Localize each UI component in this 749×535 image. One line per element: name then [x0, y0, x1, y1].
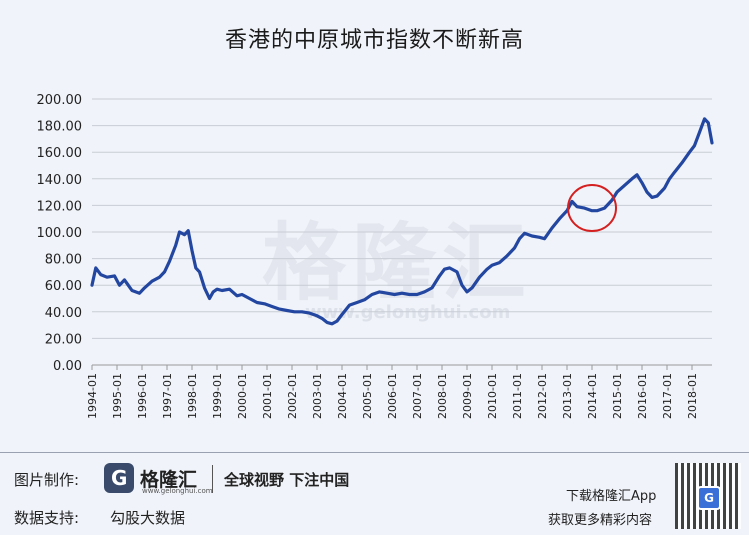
y-tick-label: 60.00 — [45, 279, 82, 294]
annotation-circle — [567, 184, 617, 233]
brand-g-icon: G — [104, 463, 134, 493]
download-app-text: 下载格隆汇App — [566, 489, 657, 504]
y-tick-label: 0.00 — [53, 359, 82, 374]
chart-title: 香港的中原城市指数不断新高 — [224, 28, 524, 53]
y-tick-label: 20.00 — [45, 332, 82, 347]
x-tick-label: 2016-01 — [636, 373, 649, 419]
annotations — [567, 184, 617, 233]
x-tick-label: 2001-01 — [261, 373, 274, 419]
download-more-text: 获取更多精彩内容 — [548, 513, 653, 528]
brand-logo[interactable]: G 格隆汇 www.gelonghui.com — [104, 463, 213, 495]
x-tick-label: 2011-01 — [511, 373, 524, 419]
producer-label: 图片制作: — [14, 471, 80, 489]
y-tick-label: 100.00 — [37, 226, 83, 241]
footer-divider — [212, 465, 213, 493]
y-tick-label: 160.00 — [37, 146, 83, 161]
y-tick-label: 200.00 — [37, 93, 83, 108]
series-line — [90, 117, 714, 326]
data-source-label: 数据支持: — [14, 509, 80, 527]
x-tick-label: 2003-01 — [311, 373, 324, 419]
x-tick-label: 2015-01 — [611, 373, 624, 419]
x-tick-label: 2014-01 — [586, 373, 599, 419]
x-tick-label: 1998-01 — [186, 373, 199, 419]
x-tick-label: 2017-01 — [661, 373, 674, 419]
x-tick-label: 2005-01 — [361, 373, 374, 419]
x-tick-label: 2007-01 — [411, 373, 424, 419]
y-tick-label: 80.00 — [45, 253, 82, 268]
x-tick-label: 2004-01 — [336, 373, 349, 419]
slogan: 全球视野 下注中国 — [224, 471, 350, 489]
x-tick-label: 2002-01 — [286, 373, 299, 419]
y-tick-label: 120.00 — [37, 199, 83, 214]
x-tick-label: 1995-01 — [111, 373, 124, 419]
x-tick-label: 2018-01 — [686, 373, 699, 419]
brand-name: 格隆汇 — [140, 469, 198, 491]
x-tick-label: 1996-01 — [136, 373, 149, 419]
qr-center-icon: G — [697, 486, 721, 510]
x-tick-label: 1999-01 — [211, 373, 224, 419]
y-tick-label: 40.00 — [45, 306, 82, 321]
footer-bar: 图片制作: G 格隆汇 www.gelonghui.com 全球视野 下注中国 … — [0, 452, 749, 535]
series-lines — [90, 117, 714, 326]
y-tick-label: 140.00 — [37, 173, 83, 188]
data-source-value: 勾股大数据 — [110, 509, 186, 527]
x-tick-label: 2009-01 — [461, 373, 474, 419]
grid-lines — [92, 98, 712, 366]
y-tick-label: 180.00 — [37, 120, 83, 135]
x-tick-label: 1997-01 — [161, 373, 174, 419]
line-chart: 0.00 20.00 40.00 60.00 80.00 100.00 120.00 140.… — [37, 93, 714, 419]
brand-url: www.gelonghui.com — [142, 487, 213, 495]
x-tick-label: 2012-01 — [536, 373, 549, 419]
x-tick-label: 2006-01 — [386, 373, 399, 419]
x-tick-label: 2008-01 — [436, 373, 449, 419]
x-tick-label: 1994-01 — [86, 373, 99, 419]
x-tick-label: 2013-01 — [561, 373, 574, 419]
watermark-url: www.gelonghui.com — [305, 302, 511, 323]
y-axis-tick-labels: 0.00 20.00 40.00 60.00 80.00 100.00 120.00 140.… — [37, 93, 83, 374]
x-tick-label: 2000-01 — [236, 373, 249, 419]
x-tick-label: 2010-01 — [486, 373, 499, 419]
x-axis-tick-labels: 1994-01 1995-01 1996-01 1997-01 1998-01 1999-… — [86, 365, 699, 419]
